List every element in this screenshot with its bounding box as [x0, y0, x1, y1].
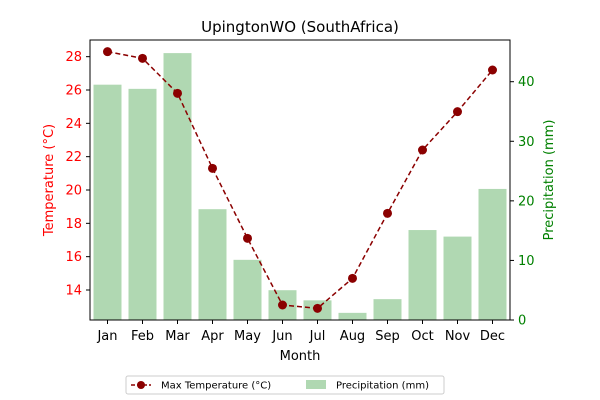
temperature-line	[107, 50, 494, 310]
right-tick-label: 40	[518, 75, 535, 90]
right-y-axis-label: Precipitation (mm)	[542, 120, 557, 241]
left-tick-label: 26	[65, 84, 82, 99]
legend-label-precipitation: Precipitation (mm)	[336, 381, 429, 392]
left-tick-label: 14	[65, 284, 82, 299]
left-tick-label: 28	[65, 50, 82, 65]
legend-bar-swatch	[306, 380, 326, 389]
temperature-point-jun	[278, 300, 287, 310]
x-tick-label: Aug	[340, 329, 365, 344]
plot-frame	[89, 39, 511, 321]
left-y-axis-label: Temperature (°C)	[42, 124, 57, 237]
legend-item-temperature: Max Temperature (°C)	[131, 381, 271, 392]
right-tick-label: 30	[518, 135, 535, 150]
precip-bar-dec	[478, 188, 507, 320]
left-tick-label: 18	[65, 217, 82, 232]
left-tick-label: 16	[65, 250, 82, 265]
temperature-point-aug	[348, 273, 357, 283]
left-tick-label: 22	[65, 150, 82, 165]
precip-bar-feb	[128, 88, 157, 320]
x-tick-label: Jun	[271, 329, 292, 344]
x-axis-label: Month	[280, 349, 321, 364]
temperature-point-nov	[453, 107, 462, 117]
legend-item-precipitation: Precipitation (mm)	[306, 380, 429, 392]
precip-bar-nov	[443, 236, 472, 320]
legend-marker-swatch	[137, 381, 145, 389]
line-layer	[103, 47, 497, 313]
precip-bar-sep	[373, 299, 402, 320]
x-tick-label: Nov	[445, 329, 471, 344]
right-y-axis: 0 10 20 30 40	[510, 75, 535, 329]
precip-bar-apr	[198, 209, 227, 320]
x-tick-label: May	[234, 329, 261, 344]
bars-layer	[93, 53, 507, 321]
x-tick-label: Sep	[375, 329, 400, 344]
temperature-point-apr	[208, 163, 217, 173]
left-tick-label: 20	[65, 184, 82, 199]
precip-bar-may	[233, 259, 262, 320]
x-tick-label: Apr	[201, 329, 224, 344]
right-tick-label: 20	[518, 194, 535, 209]
precip-bar-jan	[93, 84, 122, 321]
x-tick-label: Jan	[96, 329, 117, 344]
temperature-point-jul	[313, 303, 322, 313]
temperature-point-sep	[383, 208, 392, 218]
temperature-point-may	[243, 233, 252, 243]
legend-label-temperature: Max Temperature (°C)	[161, 381, 271, 392]
right-tick-label: 10	[518, 254, 535, 269]
left-y-axis: 14 16 18 20 22 24 26 28	[65, 50, 90, 299]
legend-frame	[125, 375, 445, 395]
x-tick-label: Jul	[309, 329, 326, 344]
right-tick-label: 0	[518, 314, 526, 329]
chart-title: UpingtonWO (SouthAfrica)	[201, 18, 399, 36]
left-tick-label: 24	[65, 117, 82, 132]
x-tick-label: Dec	[480, 329, 505, 344]
x-tick-label: Mar	[165, 329, 190, 344]
x-axis: Jan Feb Mar Apr May Jun Jul Aug Sep Oct Nov Dec	[96, 320, 505, 344]
temperature-point-oct	[418, 145, 427, 155]
temperature-point-mar	[173, 88, 182, 98]
x-tick-label: Feb	[131, 329, 154, 344]
temperature-point-dec	[488, 65, 497, 75]
legend: Max Temperature (°C) Precipitation (mm)	[125, 375, 445, 395]
x-tick-label: Oct	[411, 329, 433, 344]
precip-bar-aug	[338, 312, 367, 320]
precip-bar-oct	[408, 230, 437, 320]
temperature-point-feb	[138, 53, 147, 63]
temperature-point-jan	[103, 47, 112, 57]
